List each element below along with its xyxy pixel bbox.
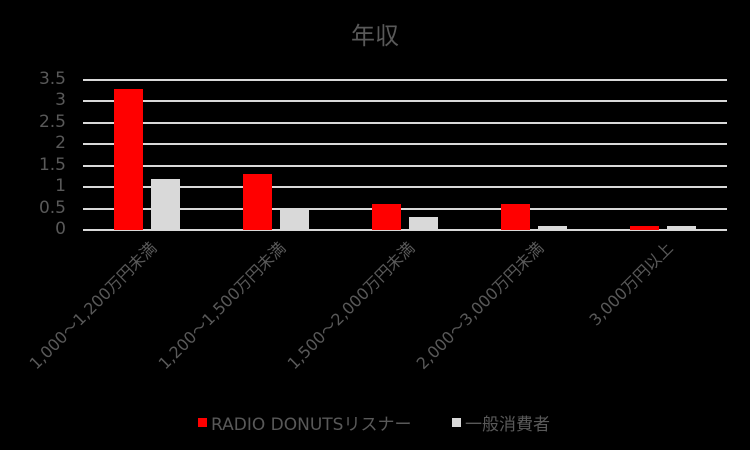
gridline (83, 121, 727, 124)
bar-consumer (280, 208, 310, 230)
chart-title: 年収 (351, 22, 399, 50)
bar-consumer (151, 178, 181, 230)
x-tick-label: 2,000～3,000万円未満 (412, 238, 548, 374)
gridline (83, 79, 727, 81)
gridline (83, 207, 727, 210)
y-tick-label: 3 (55, 90, 66, 111)
plot-area (83, 79, 727, 231)
x-tick-label: 1,000～1,200万円未満 (26, 238, 161, 374)
x-tick-label: 1,500～2,000万円未満 (283, 238, 419, 374)
y-tick-label: 1 (55, 176, 66, 197)
legend-item-listener: RADIO DONUTSリスナー (198, 410, 411, 435)
x-tick-label: 1,200～1,500万円未満 (154, 238, 290, 374)
bar-consumer (537, 225, 567, 230)
y-tick-label: 2.5 (38, 111, 66, 132)
bar-consumer (409, 217, 438, 230)
bar-listener (500, 204, 530, 230)
bar-listener (114, 88, 144, 230)
legend-swatch-red (198, 418, 207, 427)
y-tick-label: 0 (55, 219, 66, 239)
legend: RADIO DONUTSリスナー 一般消費者 (0, 410, 750, 435)
y-tick-label: 1.5 (38, 154, 66, 175)
gridline (83, 229, 727, 231)
gridline (83, 164, 727, 167)
bar-listener (372, 204, 401, 230)
y-tick-label: 3.5 (38, 69, 66, 89)
gridline (83, 186, 727, 189)
legend-label: RADIO DONUTSリスナー (211, 415, 412, 435)
bar-consumer (666, 225, 696, 230)
gridline (83, 100, 727, 103)
bar-listener (629, 225, 659, 230)
legend-item-consumer: 一般消費者 (452, 410, 550, 435)
bar-listener (243, 174, 273, 230)
legend-label: 一般消費者 (465, 415, 550, 435)
legend-swatch-gray (452, 418, 461, 427)
y-tick-label: 0.5 (38, 197, 66, 218)
y-tick-label: 2 (55, 133, 66, 154)
x-tick-label: 3,000万円以上 (585, 238, 677, 330)
gridline (83, 143, 727, 146)
